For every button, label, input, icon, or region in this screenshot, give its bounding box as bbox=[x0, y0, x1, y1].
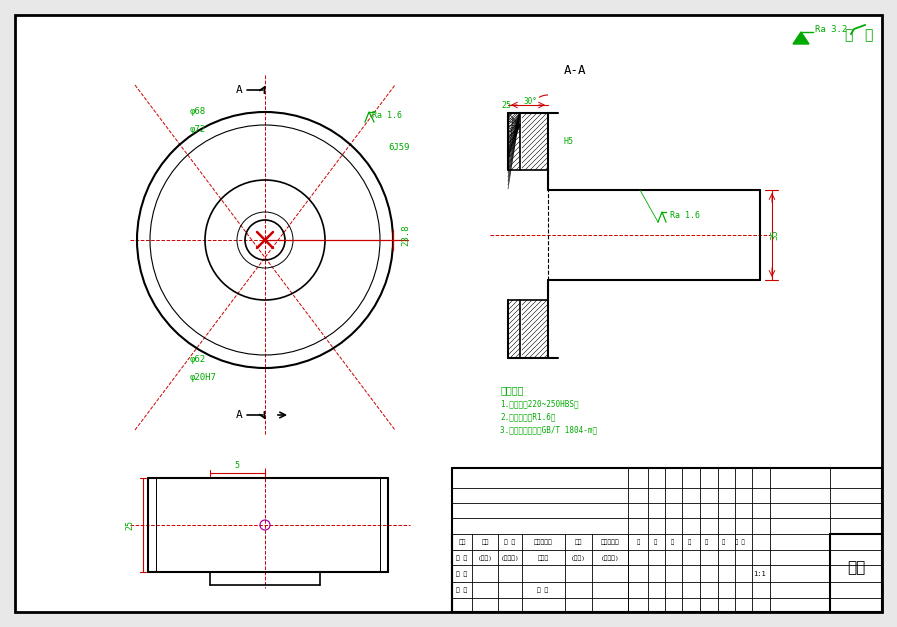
Text: 标记: 标记 bbox=[458, 539, 466, 545]
Text: 5: 5 bbox=[234, 461, 239, 470]
Text: 比 例: 比 例 bbox=[736, 539, 745, 545]
Text: A-A: A-A bbox=[563, 63, 587, 76]
Text: 签名: 签名 bbox=[574, 539, 582, 545]
Text: Ra 3.2: Ra 3.2 bbox=[815, 26, 848, 34]
Text: 30°: 30° bbox=[523, 97, 537, 105]
Text: 2.齿顶圆倒角R1.6。: 2.齿顶圆倒角R1.6。 bbox=[500, 413, 555, 421]
Text: φ68: φ68 bbox=[190, 107, 206, 117]
Text: 段: 段 bbox=[653, 539, 657, 545]
Polygon shape bbox=[793, 32, 809, 44]
Text: 标: 标 bbox=[670, 539, 674, 545]
Text: 分 区: 分 区 bbox=[504, 539, 516, 545]
Text: 设 计: 设 计 bbox=[457, 555, 467, 561]
Text: (年月日): (年月日) bbox=[601, 555, 619, 561]
Text: 1.调质处理220~250HBS。: 1.调质处理220~250HBS。 bbox=[500, 399, 579, 409]
Text: 23.8: 23.8 bbox=[401, 224, 410, 246]
Text: 1:1: 1:1 bbox=[753, 571, 766, 577]
Text: A: A bbox=[236, 85, 243, 95]
Text: 工 艺: 工 艺 bbox=[457, 587, 467, 593]
Text: 校 对: 校 对 bbox=[537, 587, 549, 593]
Text: (年月日): (年月日) bbox=[501, 555, 519, 561]
Text: φ20H7: φ20H7 bbox=[190, 374, 217, 382]
Text: 〉: 〉 bbox=[864, 28, 872, 42]
Text: 年、月、日: 年、月、日 bbox=[601, 539, 619, 545]
Text: 审 核: 审 核 bbox=[457, 571, 467, 577]
Text: 25: 25 bbox=[501, 100, 511, 110]
Text: Ra 1.6: Ra 1.6 bbox=[670, 211, 700, 219]
Text: H5: H5 bbox=[563, 137, 573, 145]
Text: φ72: φ72 bbox=[190, 125, 206, 135]
Text: 标准化: 标准化 bbox=[537, 555, 549, 561]
Text: 重: 重 bbox=[704, 539, 708, 545]
Text: Ra 1.6: Ra 1.6 bbox=[372, 110, 402, 120]
Text: 量: 量 bbox=[721, 539, 725, 545]
Text: 〈: 〈 bbox=[844, 28, 852, 42]
Text: 6J59: 6J59 bbox=[388, 144, 410, 152]
Text: 齿轮: 齿轮 bbox=[847, 561, 865, 576]
Text: 数量: 数量 bbox=[482, 539, 489, 545]
Text: 35: 35 bbox=[771, 229, 779, 240]
Text: 技术要求: 技术要求 bbox=[500, 385, 524, 395]
Text: 3.未注公差尺寸按GB/T 1804-m。: 3.未注公差尺寸按GB/T 1804-m。 bbox=[500, 426, 597, 435]
Text: (签名): (签名) bbox=[477, 555, 492, 561]
Text: 记: 记 bbox=[687, 539, 691, 545]
Text: 阶: 阶 bbox=[636, 539, 640, 545]
Text: 更改文件号: 更改文件号 bbox=[534, 539, 553, 545]
Text: A: A bbox=[236, 410, 243, 420]
Text: 25: 25 bbox=[126, 520, 135, 530]
Text: φ62: φ62 bbox=[190, 356, 206, 364]
Text: (签名): (签名) bbox=[570, 555, 586, 561]
